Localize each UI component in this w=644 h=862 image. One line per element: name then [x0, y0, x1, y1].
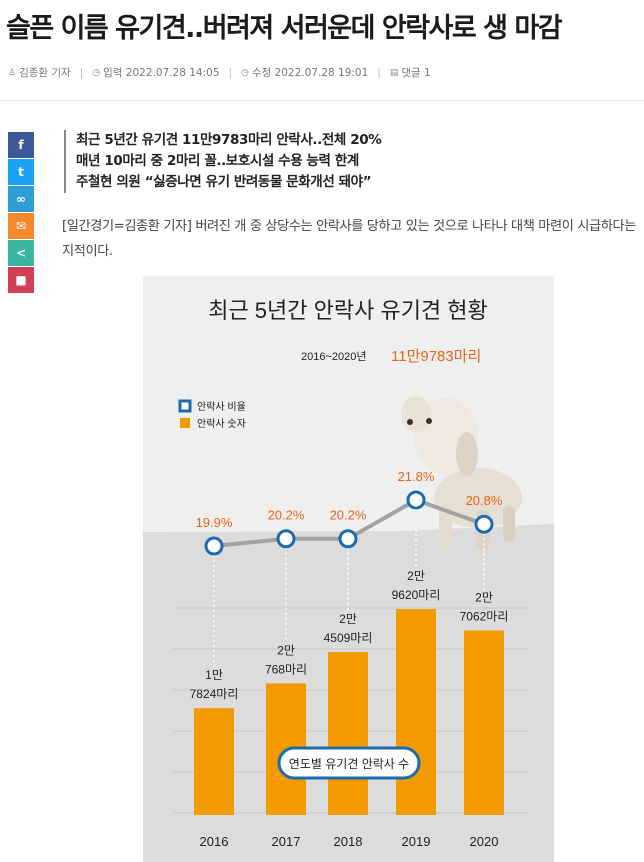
- chart-caption-pill: [277, 746, 421, 780]
- x-tick-label: 2016: [200, 834, 229, 849]
- comment-icon: ▤: [389, 67, 399, 78]
- published-date: 입력 2022.07.28 14:05: [103, 67, 220, 79]
- chart-rate-line: [204, 490, 494, 556]
- divider: |: [228, 66, 233, 79]
- copy-link-button[interactable]: ∞: [8, 186, 34, 212]
- legend-rate-swatch: [178, 399, 192, 413]
- article-summary: 최근 5년간 유기견 11만9783마리 안락사..전체 20% 매년 10마리…: [64, 130, 382, 193]
- bar-label: 7062마리: [460, 610, 509, 624]
- chart-x-ticks: 2016 2017 2018 2019 2020: [200, 834, 499, 849]
- comment-count[interactable]: 댓글 1: [401, 67, 431, 79]
- rate-point: [204, 536, 224, 556]
- chart-total: 11만9783마리: [391, 348, 481, 365]
- bar-label: 2만: [339, 612, 357, 626]
- twitter-share-button[interactable]: t: [8, 159, 34, 185]
- bar: [464, 630, 504, 815]
- share-icon: <: [15, 246, 27, 260]
- bar-label: 2만: [407, 569, 425, 583]
- rate-label: 21.8%: [398, 469, 435, 484]
- article-meta: ♙ 김종환 기자 | ◷ 입력 2022.07.28 14:05 | ◷ 수정 …: [8, 65, 431, 80]
- x-tick-label: 2019: [402, 834, 431, 849]
- link-icon: ∞: [16, 192, 26, 206]
- rate-point: [406, 490, 426, 510]
- bar-label: 1만: [205, 668, 223, 682]
- summary-line: 매년 10마리 중 2마리 꼴..보호시설 수용 능력 한계: [76, 153, 359, 169]
- twitter-icon: t: [18, 165, 24, 179]
- bar: [396, 609, 436, 815]
- rate-label: 19.9%: [196, 515, 233, 530]
- chart-caption: 연도별 유기견 안락사 수: [289, 757, 409, 771]
- author-name[interactable]: 김종환 기자: [19, 67, 71, 79]
- rate-label: 20.2%: [330, 508, 367, 523]
- mail-icon: ✉: [15, 219, 27, 233]
- x-tick-label: 2020: [470, 834, 499, 849]
- legend-count-swatch: [180, 418, 190, 428]
- chart-bar-labels: 1만 7824마리 2만 768마리 2만 4509마리 2만 9620마리 2만 7062마리: [190, 569, 509, 701]
- divider: |: [79, 66, 84, 79]
- more-share-button[interactable]: <: [8, 240, 34, 266]
- summary-line: 주철현 의원 “싫증나면 유기 반려동물 문화개선 돼야”: [76, 174, 372, 190]
- x-tick-label: 2018: [334, 834, 363, 849]
- rate-label: 20.2%: [268, 508, 305, 523]
- article-headline: 슬픈 이름 유기견..버려져 서러운데 안락사로 생 마감: [6, 13, 563, 44]
- bar-label: 4509마리: [324, 631, 373, 645]
- legend-count-label: 안락사 숫자: [197, 418, 246, 430]
- chart-title: 최근 5년간 안락사 유기견 현황: [208, 298, 488, 323]
- bar-label: 768마리: [265, 662, 307, 676]
- clock-icon: ◷: [92, 67, 101, 78]
- chart-rate-labels: 19.9% 20.2% 20.2% 21.8% 20.8%: [196, 469, 503, 530]
- bar-label: 2만: [475, 591, 493, 605]
- rate-label: 20.8%: [466, 493, 503, 508]
- legend-rate-label: 안락사 비율: [197, 401, 246, 413]
- bar-label: 2만: [277, 643, 295, 657]
- facebook-icon: f: [18, 138, 24, 152]
- bar-label: 9620마리: [392, 588, 441, 602]
- person-icon: ♙: [8, 67, 17, 78]
- bar: [328, 651, 368, 815]
- x-tick-label: 2017: [272, 834, 301, 849]
- header-divider: [0, 100, 644, 101]
- facebook-share-button[interactable]: f: [8, 132, 34, 158]
- bookmark-button[interactable]: ■: [8, 267, 34, 293]
- rate-point: [474, 514, 494, 534]
- bar: [194, 708, 234, 815]
- bookmark-icon: ■: [15, 273, 27, 287]
- rate-point: [338, 529, 358, 549]
- divider: |: [377, 66, 381, 79]
- chart-period: 2016~2020년: [301, 350, 367, 363]
- rate-point: [276, 529, 296, 549]
- bar-label: 7824마리: [190, 687, 239, 701]
- email-share-button[interactable]: ✉: [8, 213, 34, 239]
- summary-line: 최근 5년간 유기견 11만9783마리 안락사..전체 20%: [76, 132, 382, 148]
- share-bar: f t ∞ ✉ < ■: [8, 132, 34, 294]
- article-lead: [일간경기=김종환 기자] 버려진 개 중 상당수는 안락사를 당하고 있는 것…: [62, 219, 636, 259]
- chart-drop-lines: [213, 509, 485, 669]
- modified-date: 수정 2022.07.28 19:01: [251, 67, 369, 79]
- infographic-chart: 최근 5년간 안락사 유기견 현황 2016~2020년 11만9783마리 안…: [143, 276, 554, 862]
- clock-icon: ◷: [241, 67, 249, 78]
